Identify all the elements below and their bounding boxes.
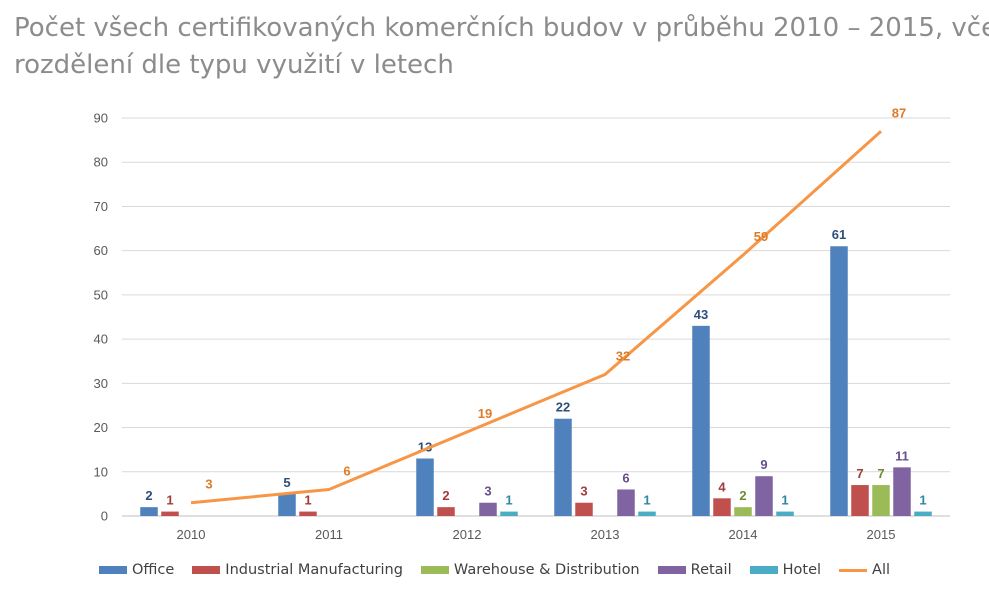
bar: [776, 511, 794, 516]
bar-data-label: 6: [622, 470, 629, 485]
line-data-label: 3: [205, 477, 212, 492]
bar-data-label: 5: [283, 475, 290, 490]
legend-swatch: [839, 568, 868, 572]
line-data-label: 59: [754, 229, 768, 244]
y-tick-label: 50: [94, 287, 108, 302]
line-series-all: [190, 130, 883, 505]
bar: [893, 467, 911, 516]
legend-swatch: [192, 566, 221, 574]
y-tick-label: 80: [94, 155, 108, 170]
bar: [755, 476, 773, 516]
chart-title-line-1: Počet všech certifikovaných komerčních b…: [14, 13, 989, 43]
bar-data-label: 2: [145, 488, 152, 503]
bar: [617, 489, 635, 516]
legend-swatch: [749, 566, 778, 574]
bar: [140, 507, 158, 516]
bar: [299, 511, 317, 516]
bar: [479, 502, 497, 516]
legend-label: Retail: [690, 562, 732, 578]
bar: [734, 507, 752, 516]
y-tick-label: 30: [94, 376, 108, 391]
bar-data-label: 3: [484, 484, 491, 499]
bar-data-label: 1: [643, 493, 650, 508]
legend-label: Office: [131, 562, 175, 578]
bar-data-label: 1: [919, 493, 926, 508]
bar-data-label: 1: [505, 493, 512, 508]
y-tick-label: 60: [94, 243, 108, 258]
chart-title: Počet všech certifikovaných komerčních b…: [14, 10, 989, 84]
line-data-label: 6: [343, 463, 350, 478]
bar-data-label: 1: [166, 493, 173, 508]
bar: [575, 502, 593, 516]
legend-item: Hotel: [749, 562, 822, 578]
legend-label: All: [872, 562, 891, 578]
legend-label: Hotel: [782, 562, 822, 578]
bar: [851, 485, 869, 516]
legend-label: Warehouse & Distribution: [453, 562, 640, 578]
bar: [416, 458, 434, 516]
bar: [500, 511, 518, 516]
legend-item: Warehouse & Distribution: [420, 562, 640, 578]
legend-swatch: [657, 566, 686, 574]
bar: [554, 418, 572, 516]
legend-swatch: [98, 566, 127, 574]
bar-data-label: 22: [556, 400, 570, 415]
bar: [161, 511, 179, 516]
bar-data-label: 3: [580, 484, 587, 499]
legend-item: Office: [98, 562, 175, 578]
line-data-label: 32: [616, 348, 630, 363]
bar-data-label: 7: [856, 466, 863, 481]
y-tick-label: 40: [94, 332, 108, 347]
bar-data-label: 9: [760, 457, 767, 472]
y-tick-label: 20: [94, 420, 108, 435]
bar-data-label: 1: [781, 493, 788, 508]
x-tick-label: 2011: [315, 527, 343, 542]
bar: [278, 493, 296, 516]
x-tick-label: 2013: [591, 527, 620, 542]
bar-data-label: 7: [877, 466, 884, 481]
y-tick-label: 90: [94, 111, 108, 126]
bar: [713, 498, 731, 516]
bar: [830, 246, 848, 516]
y-tick-label: 10: [94, 464, 108, 479]
bar-data-label: 11: [895, 448, 909, 463]
bar-data-label: 1: [304, 493, 311, 508]
x-tick-label: 2012: [453, 527, 482, 542]
chart-title-line-2: rozdělení dle typu využití v letech: [14, 50, 454, 80]
legend-label: Industrial Manufacturing: [225, 562, 403, 578]
legend-swatch: [420, 566, 449, 574]
bar-data-label: 61: [832, 227, 846, 242]
bar: [914, 511, 932, 516]
bar: [638, 511, 656, 516]
legend-item: Industrial Manufacturing: [192, 562, 403, 578]
line-data-label: 19: [478, 406, 492, 421]
bar: [692, 325, 710, 516]
chart-legend: Office Industrial Manufacturing Warehouse …: [0, 560, 989, 580]
x-tick-label: 2014: [729, 527, 758, 542]
line-data-label: 87: [892, 105, 906, 120]
bar-data-label: 2: [739, 488, 746, 503]
bar: [437, 507, 455, 516]
bar-data-label: 4: [718, 479, 726, 494]
bar-data-label: 2: [442, 488, 449, 503]
legend-item: Retail: [657, 562, 732, 578]
y-tick-label: 70: [94, 199, 108, 214]
bar-data-label: 43: [694, 307, 708, 322]
x-tick-label: 2010: [177, 527, 206, 542]
x-tick-label: 2015: [867, 527, 896, 542]
legend-item: All: [839, 562, 890, 578]
bar: [872, 485, 890, 516]
y-tick-label: 0: [101, 509, 108, 524]
